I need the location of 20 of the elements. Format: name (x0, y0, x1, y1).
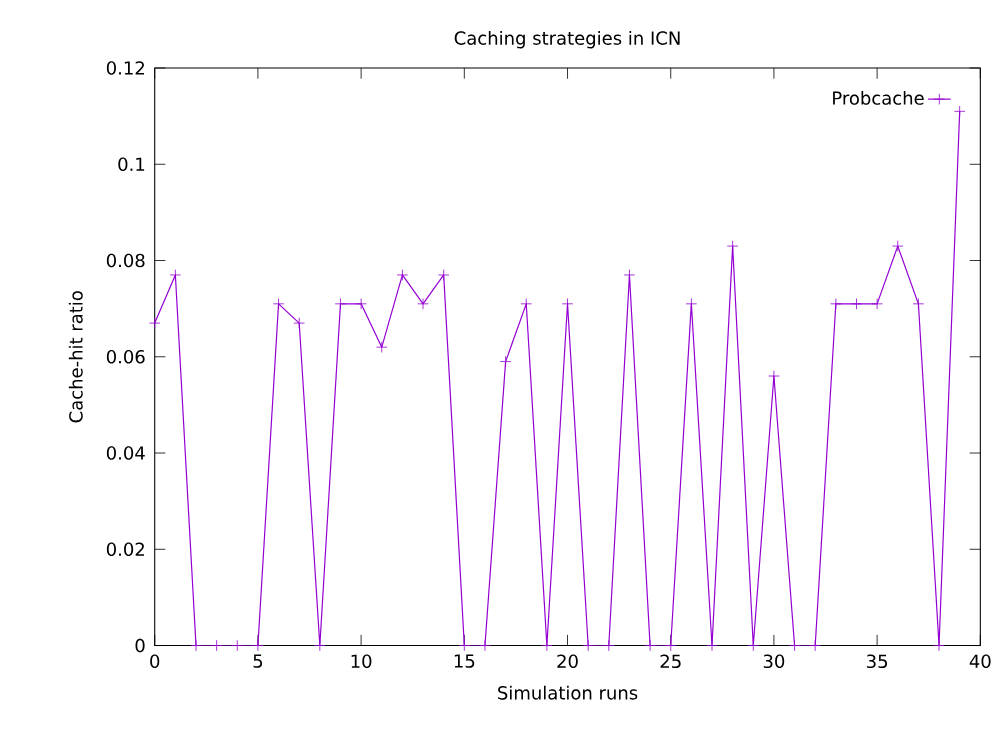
y-tick-label: 0.06 (106, 349, 145, 364)
x-tick-label: 20 (557, 654, 578, 668)
legend-label: Probcache (833, 90, 924, 105)
y-tick-label: 0.1 (118, 157, 145, 171)
chart-title: Caching strategies in ICN (454, 30, 680, 49)
y-axis-title: Cache-hit ratio (68, 291, 83, 423)
x-tick-label: 35 (867, 654, 888, 668)
y-tick-label: 0.02 (106, 542, 144, 556)
x-tick-label: 10 (351, 654, 372, 668)
y-tick-label: 0.12 (106, 61, 144, 75)
x-axis-title: Simulation runs (498, 685, 638, 700)
x-tick-label: 15 (454, 654, 475, 668)
x-tick-label: 40 (969, 654, 991, 668)
y-tick-label: 0.08 (106, 253, 145, 268)
y-tick-label: 0 (135, 638, 145, 653)
y-tick-label: 0.04 (106, 446, 145, 460)
x-tick-label: 30 (763, 654, 785, 668)
x-tick-label: 25 (660, 654, 681, 668)
x-tick-label: 5 (253, 654, 263, 668)
x-tick-label: 0 (150, 654, 160, 668)
